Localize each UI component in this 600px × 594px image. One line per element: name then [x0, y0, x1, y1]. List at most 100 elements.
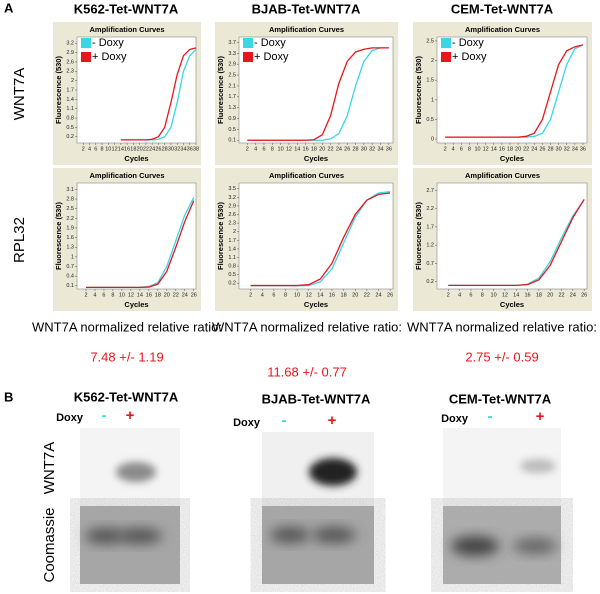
y-tick-label: 2.3 — [66, 69, 74, 75]
y-tick-label: 0.5 — [426, 117, 434, 123]
y-tick-label: 2 — [233, 229, 236, 235]
y-tick-label: 2.9 — [66, 50, 74, 56]
x-tick-label: 22 — [364, 292, 370, 298]
x-tick-label: 22 — [558, 292, 564, 298]
legend-swatch — [81, 38, 91, 48]
x-tick-label: 36 — [187, 146, 193, 152]
x-tick-label: 8 — [284, 292, 287, 298]
curve — [247, 47, 389, 141]
x-tick-label: 10 — [474, 146, 480, 152]
x-tick-label: 36 — [580, 146, 586, 152]
blot — [262, 432, 374, 584]
column-title: CEM-Tet-WNT7A — [449, 391, 552, 406]
x-tick-label: 22 — [328, 146, 334, 152]
x-tick-label: 20 — [515, 146, 521, 152]
x-tick-label: 24 — [182, 292, 188, 298]
y-tick-label: 1.1 — [228, 255, 236, 261]
doxy-minus: - — [488, 408, 493, 425]
x-tick-label: 12 — [306, 292, 312, 298]
x-tick-label: 2 — [246, 146, 249, 152]
x-tick-label: 14 — [317, 292, 323, 298]
ratio-value: 11.68 +/- 0.77 — [267, 364, 347, 379]
legend-label: - Doxy — [92, 37, 124, 49]
x-tick-label: 2 — [447, 292, 450, 298]
x-tick-label: 2 — [444, 146, 447, 152]
curve — [120, 47, 197, 141]
y-tick-label: 0.1 — [66, 283, 74, 289]
y-tick-label: 1.9 — [66, 225, 74, 231]
legend-label: + Doxy — [92, 51, 127, 63]
y-tick-label: 1.7 — [228, 238, 236, 244]
y-tick-label: 0 — [431, 137, 434, 143]
doxy-plus: + — [328, 412, 337, 429]
x-tick-label: 32 — [369, 146, 375, 152]
x-tick-label: 6 — [469, 292, 472, 298]
y-tick-label: 2.3 — [228, 221, 236, 227]
x-tick-label: 20 — [164, 292, 170, 298]
blot-row-label: WNT7A — [41, 442, 58, 495]
x-tick-label: 10 — [119, 292, 125, 298]
x-tick-label: 10 — [491, 292, 497, 298]
x-tick-label: 14 — [137, 292, 143, 298]
x-tick-label: 6 — [272, 292, 275, 298]
x-tick-label: 12 — [128, 292, 134, 298]
column-title: BJAB-Tet-WNT7A — [262, 391, 371, 406]
x-tick-label: 30 — [361, 146, 367, 152]
chart-title: Amplification Curves — [465, 25, 540, 34]
x-tick-label: 26 — [155, 146, 161, 152]
x-tick-label: 18 — [507, 146, 513, 152]
x-tick-label: 18 — [311, 146, 317, 152]
x-tick-label: 2 — [249, 292, 252, 298]
x-tick-label: 6 — [460, 146, 463, 152]
doxy-plus: + — [536, 408, 545, 425]
ratio-label: WNT7A normalized relative ratio: — [212, 319, 402, 334]
y-axis-label: Fluorescence (530) — [414, 202, 423, 270]
x-tick-label: 14 — [294, 146, 300, 152]
legend-swatch — [441, 52, 451, 62]
legend-swatch — [81, 52, 91, 62]
y-axis-label: Fluorescence (530) — [216, 56, 225, 124]
y-axis-label: Fluorescence (530) — [54, 202, 63, 270]
chart-title: Amplification Curves — [89, 171, 164, 180]
y-tick-label: 2.7 — [426, 188, 434, 194]
y-tick-label: 2.8 — [66, 197, 74, 203]
y-tick-label: 0.2 — [66, 134, 74, 140]
y-tick-label: 0.7 — [66, 264, 74, 270]
x-tick-label: 20 — [547, 292, 553, 298]
y-tick-label: 2.6 — [66, 59, 74, 65]
x-tick-label: 8 — [481, 292, 484, 298]
x-axis-label: Cycles — [124, 300, 148, 309]
legend-label: + Doxy — [452, 51, 487, 63]
y-tick-label: 3.7 — [228, 40, 236, 46]
x-tick-label: 20 — [319, 146, 325, 152]
x-axis-label: Cycles — [304, 300, 328, 309]
x-tick-label: 38 — [193, 146, 199, 152]
y-tick-label: 1 — [431, 97, 434, 103]
legend-label: + Doxy — [254, 51, 289, 63]
ratio-label: WNT7A normalized relative ratio: — [407, 319, 597, 334]
x-tick-label: 16 — [525, 292, 531, 298]
x-tick-label: 34 — [572, 146, 578, 152]
y-tick-label: 0.1 — [228, 138, 236, 144]
y-tick-label: 1 — [71, 254, 74, 260]
legend-swatch — [441, 38, 451, 48]
doxy-label: Doxy — [56, 412, 84, 424]
panel-label: A — [4, 0, 14, 15]
y-axis-label: Fluorescence (530) — [414, 56, 423, 124]
chart-title: Amplification Curves — [269, 171, 344, 180]
x-tick-label: 18 — [155, 292, 161, 298]
x-tick-label: 4 — [254, 146, 257, 152]
y-tick-label: 2 — [71, 78, 74, 84]
x-tick-label: 24 — [531, 146, 537, 152]
y-tick-label: 1.7 — [426, 224, 434, 230]
y-tick-label: 3.1 — [66, 187, 74, 193]
plot-area — [436, 36, 588, 144]
x-tick-label: 10 — [278, 146, 284, 152]
x-tick-label: 16 — [499, 146, 505, 152]
y-tick-label: 1.5 — [426, 78, 434, 84]
x-tick-label: 12 — [502, 292, 508, 298]
x-tick-label: 6 — [94, 146, 97, 152]
x-tick-label: 8 — [101, 146, 104, 152]
doxy-label: Doxy — [233, 417, 261, 429]
blot — [443, 428, 561, 584]
